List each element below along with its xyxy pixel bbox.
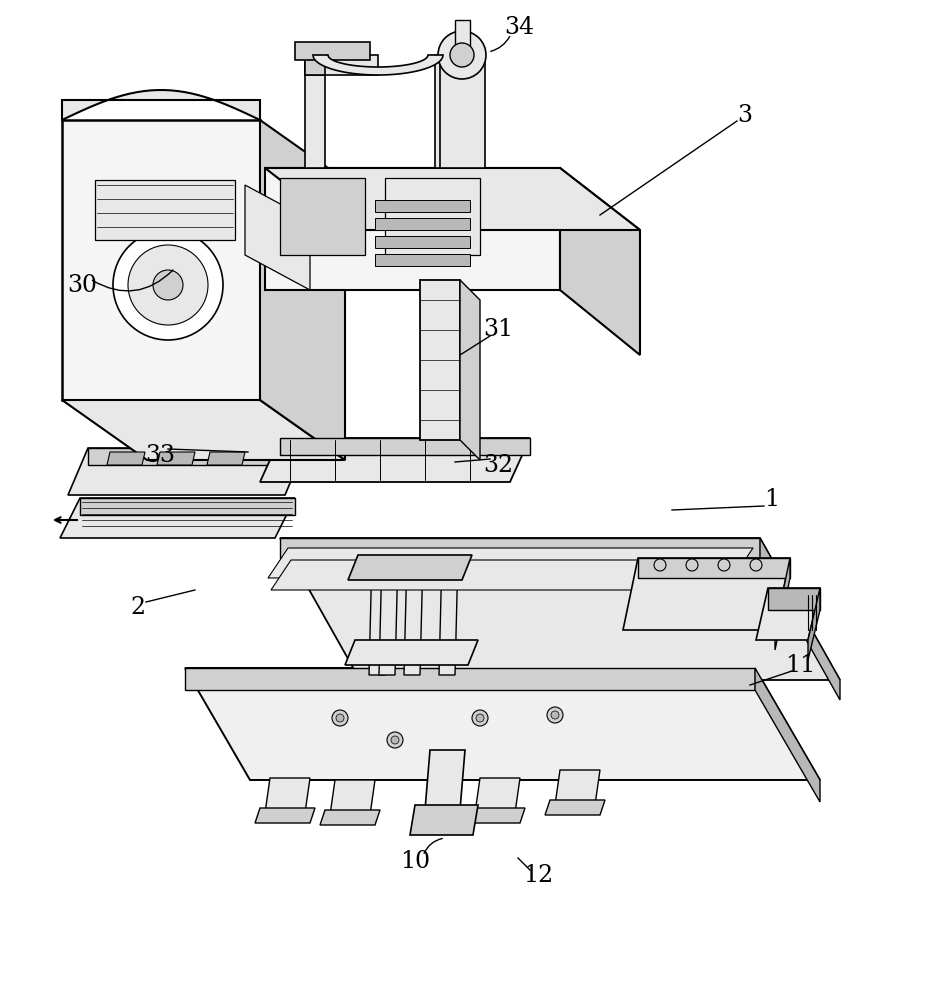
Polygon shape [410, 805, 478, 835]
Polygon shape [62, 90, 260, 120]
Polygon shape [107, 452, 145, 465]
Polygon shape [465, 808, 525, 823]
Circle shape [547, 707, 563, 723]
Polygon shape [268, 548, 753, 578]
Polygon shape [271, 560, 756, 590]
Polygon shape [68, 448, 305, 495]
Polygon shape [305, 55, 325, 75]
Circle shape [438, 31, 486, 79]
Polygon shape [385, 178, 480, 255]
Polygon shape [768, 588, 820, 610]
Polygon shape [755, 668, 820, 802]
Polygon shape [560, 168, 640, 355]
Polygon shape [185, 668, 755, 690]
Text: 31: 31 [483, 318, 513, 342]
Polygon shape [439, 555, 458, 675]
Text: 12: 12 [522, 864, 553, 888]
Polygon shape [375, 200, 470, 212]
Circle shape [750, 559, 762, 571]
Polygon shape [440, 55, 485, 168]
Polygon shape [255, 808, 315, 823]
Circle shape [387, 732, 403, 748]
Text: 34: 34 [504, 16, 534, 39]
Polygon shape [280, 438, 530, 455]
Polygon shape [60, 498, 295, 538]
Polygon shape [756, 588, 820, 640]
Polygon shape [455, 20, 470, 60]
Polygon shape [379, 555, 398, 675]
Circle shape [450, 43, 474, 67]
Polygon shape [375, 236, 470, 248]
Polygon shape [245, 185, 310, 290]
Circle shape [551, 711, 559, 719]
Polygon shape [95, 180, 235, 240]
Circle shape [476, 714, 484, 722]
Polygon shape [88, 448, 305, 465]
Text: 11: 11 [785, 654, 815, 676]
Circle shape [113, 230, 223, 340]
Polygon shape [280, 538, 760, 558]
Circle shape [332, 710, 348, 726]
Polygon shape [348, 555, 472, 580]
Text: 30: 30 [67, 273, 97, 296]
Polygon shape [305, 55, 378, 75]
Polygon shape [375, 218, 470, 230]
Polygon shape [313, 55, 443, 75]
Polygon shape [305, 55, 325, 168]
Circle shape [718, 559, 730, 571]
Polygon shape [808, 588, 820, 660]
Polygon shape [460, 280, 480, 460]
Polygon shape [375, 254, 470, 266]
Polygon shape [320, 810, 380, 825]
Polygon shape [638, 558, 790, 578]
Text: 2: 2 [131, 596, 146, 619]
Polygon shape [80, 498, 295, 515]
Polygon shape [330, 780, 375, 815]
Polygon shape [345, 640, 478, 665]
Polygon shape [185, 668, 820, 780]
Circle shape [128, 245, 208, 325]
Polygon shape [265, 168, 560, 290]
Text: 32: 32 [483, 454, 513, 477]
Text: 10: 10 [400, 850, 430, 874]
Text: 3: 3 [737, 104, 753, 126]
Polygon shape [435, 55, 458, 168]
Polygon shape [475, 778, 520, 813]
Polygon shape [369, 555, 388, 675]
Polygon shape [425, 750, 465, 810]
Circle shape [654, 559, 666, 571]
Circle shape [391, 736, 399, 744]
Polygon shape [260, 120, 345, 460]
Text: 1: 1 [764, 488, 780, 512]
Circle shape [153, 270, 183, 300]
Circle shape [336, 714, 344, 722]
Polygon shape [623, 558, 790, 630]
Polygon shape [420, 280, 460, 440]
Polygon shape [265, 778, 310, 813]
Polygon shape [555, 770, 600, 805]
Polygon shape [157, 452, 195, 465]
Circle shape [686, 559, 698, 571]
Polygon shape [207, 452, 245, 465]
Polygon shape [295, 42, 370, 60]
Circle shape [472, 710, 488, 726]
Polygon shape [760, 538, 840, 700]
Polygon shape [280, 178, 365, 255]
Polygon shape [280, 538, 840, 680]
Polygon shape [265, 168, 640, 230]
Polygon shape [62, 400, 345, 460]
Text: 33: 33 [145, 444, 175, 466]
Polygon shape [775, 558, 790, 650]
Polygon shape [62, 120, 260, 400]
Polygon shape [404, 555, 423, 675]
Polygon shape [260, 438, 530, 482]
Polygon shape [545, 800, 605, 815]
